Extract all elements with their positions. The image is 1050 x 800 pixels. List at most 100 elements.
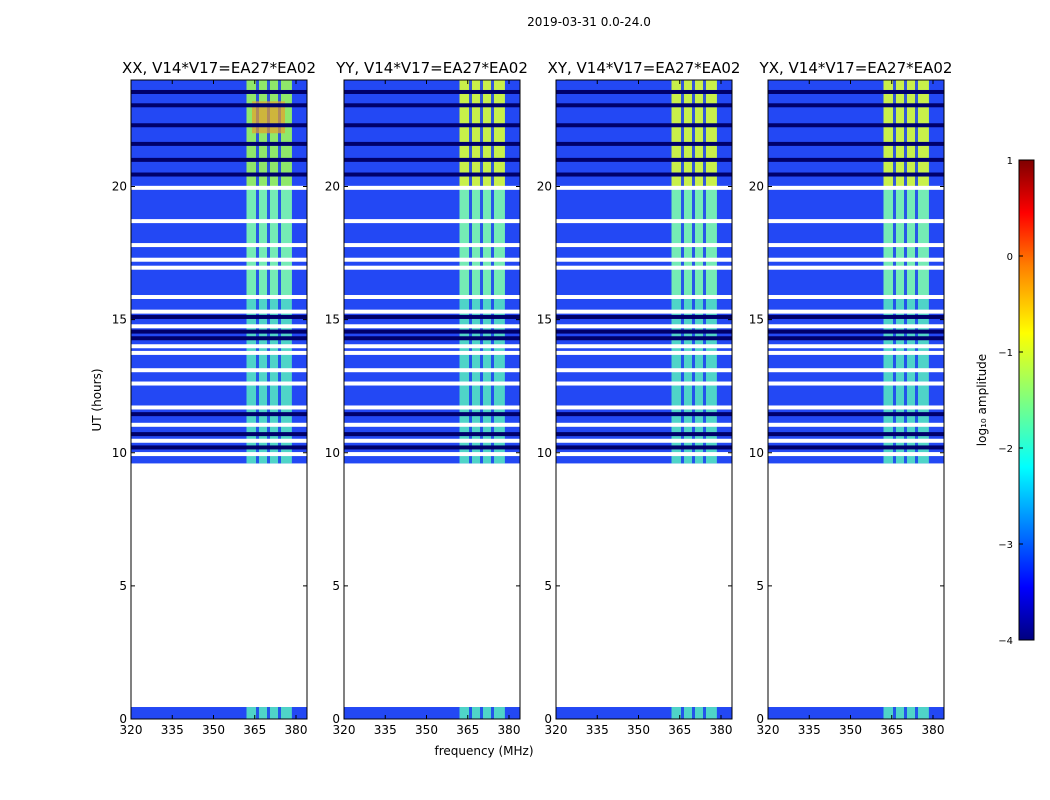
dark-row	[131, 336, 307, 341]
dark-row	[344, 329, 520, 334]
blank-row	[131, 438, 307, 443]
dark-row	[556, 123, 732, 128]
band-gap	[267, 707, 270, 719]
blank-row	[344, 350, 520, 355]
band-gap	[703, 707, 706, 719]
spectrum-texture	[768, 707, 944, 719]
y-tick-label: 0	[332, 712, 340, 726]
dark-row	[768, 445, 944, 450]
y-tick-label: 5	[332, 579, 340, 593]
spectrum-block	[131, 707, 307, 719]
spectrum-block	[768, 707, 944, 719]
blank-row	[131, 324, 307, 329]
y-tick-label: 10	[537, 446, 552, 460]
colorbar-label: log₁₀ amplitude	[975, 354, 989, 446]
blank-row	[768, 422, 944, 427]
blank-row	[556, 294, 732, 299]
dark-row	[344, 123, 520, 128]
blank-row	[768, 324, 944, 329]
blank-row	[344, 368, 520, 373]
dark-row	[344, 445, 520, 450]
panel-1: XX, V14*V17=EA27*EA02 320 335 350 365 380 0 5 10…	[112, 59, 316, 737]
y-tick-label: 0	[756, 712, 764, 726]
blank-row	[131, 243, 307, 248]
blank-row	[768, 185, 944, 190]
blank-row	[131, 381, 307, 386]
blank-row	[131, 344, 307, 349]
x-tick-label: 320	[120, 723, 143, 737]
band-gap	[904, 80, 907, 464]
panel-frame	[343, 79, 521, 720]
blank-row	[768, 265, 944, 270]
blank-row	[556, 257, 732, 262]
colorbar-tick-label: 1	[1007, 156, 1013, 167]
y-tick-label: 5	[756, 579, 764, 593]
blank-row	[131, 265, 307, 270]
x-tick-label: 350	[839, 723, 862, 737]
spectrum-block	[556, 707, 732, 719]
blank-row	[556, 185, 732, 190]
blank-row	[344, 265, 520, 270]
spectrum-texture	[556, 707, 732, 719]
x-tick-label: 320	[545, 723, 568, 737]
y-tick-label: 15	[112, 313, 127, 327]
x-tick-label: 380	[922, 723, 945, 737]
dark-row	[344, 314, 520, 319]
dark-row	[768, 157, 944, 162]
band-gap	[893, 80, 896, 464]
blank-row	[344, 381, 520, 386]
band-gap	[267, 80, 270, 464]
blank-row	[768, 344, 944, 349]
x-tick-label: 365	[243, 723, 266, 737]
band-gap	[915, 707, 918, 719]
colorbar-tick-label: −4	[998, 636, 1013, 647]
blank-row	[556, 350, 732, 355]
band-gap	[681, 707, 684, 719]
x-tick-label: 335	[798, 723, 821, 737]
blank-row	[131, 452, 307, 457]
dark-row	[768, 123, 944, 128]
x-tick-label: 335	[161, 723, 184, 737]
x-tick-label: 350	[415, 723, 438, 737]
blank-row	[131, 405, 307, 410]
blank-row	[768, 405, 944, 410]
blank-row	[556, 309, 732, 314]
band-gap	[480, 80, 483, 464]
x-tick-label: 365	[880, 723, 903, 737]
x-tick-label: 350	[627, 723, 650, 737]
x-tick-label: 365	[668, 723, 691, 737]
colorbar-ticks: 1 0 −1 −2 −3 −4	[998, 156, 1023, 647]
y-tick-label: 0	[544, 712, 552, 726]
blank-row	[556, 324, 732, 329]
blank-row	[344, 219, 520, 224]
x-axis-label: frequency (MHz)	[434, 744, 533, 758]
x-tick-label: 365	[456, 723, 479, 737]
band-gap	[491, 707, 494, 719]
dark-row	[768, 329, 944, 334]
y-tick-label: 10	[749, 446, 764, 460]
blank-row	[768, 381, 944, 386]
spectrum-texture	[344, 707, 520, 719]
chart-title: 2019-03-31 0.0-24.0	[527, 15, 651, 29]
dark-row	[131, 123, 307, 128]
dark-row	[344, 336, 520, 341]
dark-row	[344, 157, 520, 162]
x-tick-label: 320	[757, 723, 780, 737]
dark-row	[131, 432, 307, 437]
blank-row	[556, 368, 732, 373]
blank-row	[131, 294, 307, 299]
blank-row	[768, 309, 944, 314]
dark-row	[131, 445, 307, 450]
dark-row	[768, 432, 944, 437]
x-tick-label: 320	[333, 723, 356, 737]
dark-row	[768, 172, 944, 177]
band-gap	[703, 80, 706, 464]
panel-3: XY, V14*V17=EA27*EA02 320 335 350 365 380 0 5 10…	[537, 59, 741, 737]
band-gap	[915, 80, 918, 464]
blank-row	[768, 294, 944, 299]
x-tick-label: 335	[374, 723, 397, 737]
colorbar-tick-label: −3	[998, 540, 1013, 551]
band-gap	[480, 707, 483, 719]
dark-row	[131, 329, 307, 334]
